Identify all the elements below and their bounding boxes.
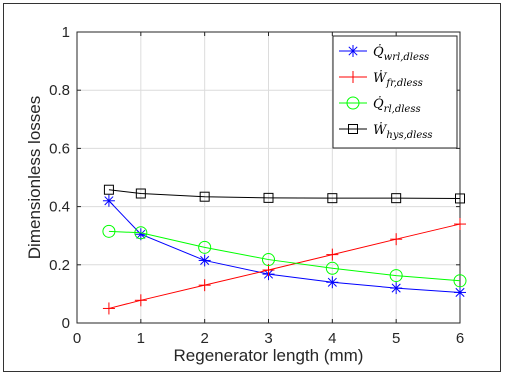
legend-marker (347, 45, 359, 57)
series-line (108, 223, 461, 309)
x-tick-label: 5 (392, 330, 400, 347)
data-point (198, 279, 211, 292)
data-point (134, 228, 147, 241)
data-point (102, 194, 115, 207)
x-axis-label: Regenerator length (mm) (174, 346, 364, 365)
series-0 (102, 194, 466, 299)
x-tick-label: 6 (456, 330, 464, 347)
axis-ticks: 0 1 2 3 4 5 6 0 0.2 0.4 0.6 0.8 1 (49, 24, 464, 347)
data-point (263, 192, 274, 203)
legend-label: Q̇wrl,dless (373, 44, 429, 63)
data-point (327, 193, 338, 204)
x-tick-label: 0 (73, 330, 81, 347)
y-tick-label: 0.2 (49, 257, 70, 274)
legend-label-base: Ẇ (373, 69, 388, 86)
series-2 (102, 224, 467, 288)
legend-label-subscript: fr,dless (385, 78, 422, 89)
data-point (326, 248, 339, 261)
x-tick-label: 2 (200, 330, 208, 347)
data-point (134, 294, 147, 307)
data-point (103, 184, 114, 195)
legend-marker (347, 71, 359, 83)
data-point (199, 191, 210, 202)
data-point (102, 302, 115, 315)
data-point (389, 269, 403, 283)
data-point (455, 193, 465, 204)
data-point (391, 193, 402, 204)
series-line (108, 189, 461, 199)
data-point (454, 218, 466, 231)
legend-label: Q̇rl,dless (373, 96, 421, 115)
legend-entry: Q̇rl,dless (339, 96, 421, 115)
data-point (325, 261, 339, 275)
y-tick-label: 0 (62, 315, 70, 332)
y-axis-label: Dimensionless losses (25, 96, 44, 259)
data-point (453, 274, 467, 288)
series-line (108, 230, 461, 282)
legend-marker (348, 124, 358, 134)
data-point (102, 224, 116, 238)
x-tick-label: 3 (264, 330, 272, 347)
series-layer (102, 184, 467, 315)
data-point (134, 226, 148, 240)
data-point (198, 254, 211, 267)
y-tick-label: 0.4 (49, 199, 70, 216)
y-tick-label: 0.6 (49, 140, 70, 157)
series-3 (103, 184, 465, 204)
x-tick-label: 4 (328, 330, 336, 347)
legend-label: Ẇhys,dless (373, 121, 433, 141)
legend-label-base: Ẇ (373, 121, 388, 138)
y-tick-label: 1 (62, 24, 70, 41)
y-tick-label: 0.8 (49, 82, 70, 99)
legend-entry: Q̇wrl,dless (339, 44, 429, 63)
data-point (262, 253, 275, 267)
data-point (390, 282, 403, 295)
data-point (198, 240, 212, 254)
data-point (135, 188, 146, 199)
legend-label-subscript: hys,dless (386, 130, 432, 141)
series-line (108, 200, 461, 293)
legend-label-base: Q̇ (373, 44, 384, 60)
data-point (326, 276, 339, 289)
legend-entry: Ẇhys,dless (339, 121, 433, 141)
legend: Q̇wrl,dlessẆfr,dlessQ̇rl,dlessẆhys,dle… (332, 35, 458, 149)
legend-label-base: Q̇ (373, 96, 384, 112)
data-point (390, 233, 403, 246)
data-point (454, 286, 466, 299)
series-1 (102, 218, 466, 315)
x-tick-label: 1 (137, 330, 145, 347)
legend-label: Ẇfr,dless (373, 69, 423, 89)
legend-entry: Ẇfr,dless (339, 69, 423, 89)
legend-marker (346, 96, 360, 110)
legend-label-subscript: wrl,dless (384, 52, 430, 63)
legend-label-subscript: rl,dless (384, 104, 421, 115)
